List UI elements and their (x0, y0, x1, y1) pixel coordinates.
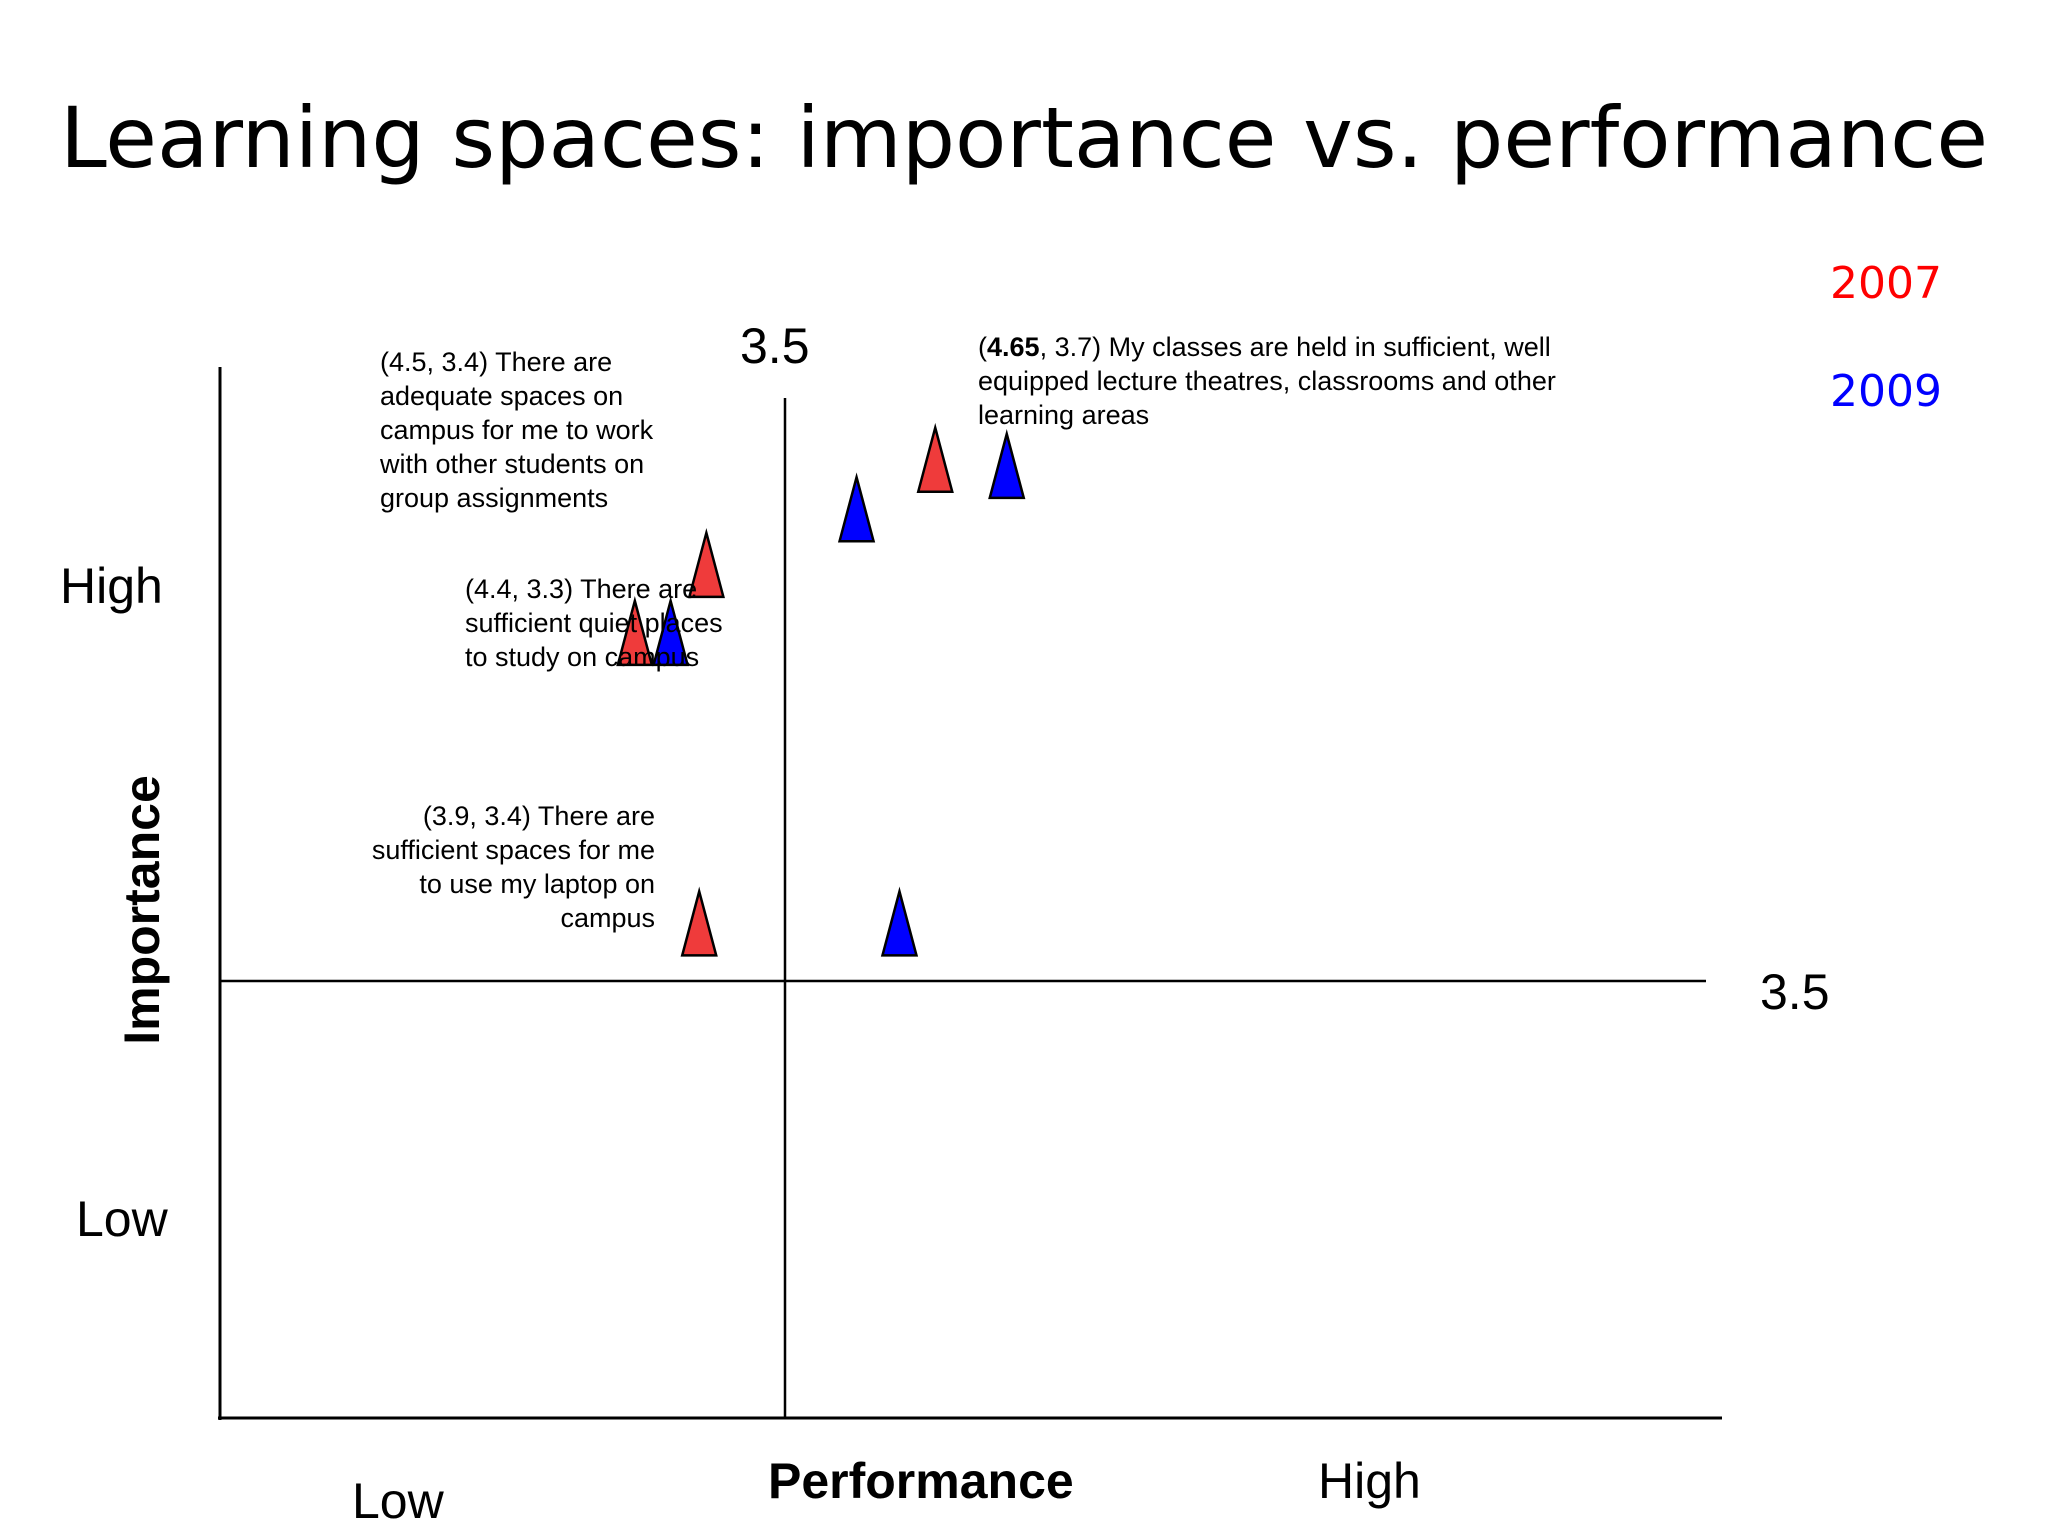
divider-x-label: 3.5 (740, 318, 810, 374)
annotation-laptop-spaces: (3.9, 3.4) There are sufficient spaces f… (371, 801, 655, 933)
point-2009-4 (988, 429, 1026, 500)
x-axis-title: Performance (768, 1453, 1074, 1509)
point-2009-3 (880, 886, 919, 957)
point-2009-1 (651, 595, 690, 667)
x-axis-high-label: High (1318, 1453, 1421, 1509)
annotation-group-spaces: (4.5, 3.4) There are adequate spaces on … (380, 347, 654, 513)
y-axis-high-label: High (60, 558, 163, 614)
legend-item-2009: 2009 (1830, 366, 1942, 417)
point-2007-3 (680, 886, 718, 957)
legend-item-2007: 2007 (1830, 258, 1942, 309)
point-2007-4 (916, 422, 954, 493)
data-points (616, 422, 1026, 957)
y-axis-title: Importance (114, 775, 170, 1045)
annotation-quiet-places: (4.4, 3.3) There are sufficient quiet pl… (465, 574, 723, 672)
annotation-lecture-theatres: (4.65, 3.7) My classes are held in suffi… (978, 332, 1556, 430)
y-axis-low-label: Low (76, 1191, 168, 1247)
slide-title: Learning spaces: importance vs. performa… (59, 89, 1989, 187)
x-axis-low-label: Low (352, 1473, 444, 1529)
divider-y-label: 3.5 (1760, 964, 1830, 1020)
point-2007-1 (687, 527, 725, 599)
point-2009-2 (837, 472, 876, 543)
point-2007-2 (616, 595, 654, 667)
